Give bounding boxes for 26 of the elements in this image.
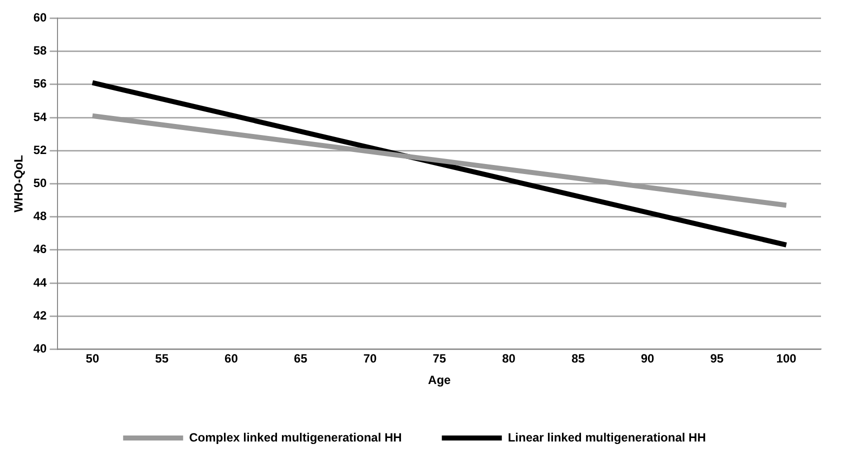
x-axis-title: Age	[428, 373, 452, 388]
legend-label: Complex linked multigenerational HH	[189, 430, 402, 444]
y-tick-label: 60	[33, 10, 48, 25]
x-tick-label: 50	[86, 352, 100, 366]
y-tick-label: 48	[33, 209, 48, 224]
y-axis-title: WHO-QoL	[12, 155, 26, 212]
x-tick-label: 85	[571, 352, 586, 366]
x-tick-label: 90	[640, 352, 655, 366]
x-tick-label: 75	[432, 352, 446, 366]
x-tick-label: 95	[710, 352, 724, 366]
y-tick-label: 52	[33, 142, 48, 157]
y-tick-label: 58	[33, 44, 48, 58]
legend-label: Linear linked multigenerational HH	[508, 430, 706, 444]
y-tick-label: 44	[33, 275, 48, 290]
y-tick-label: 46	[33, 242, 48, 256]
y-tick-label: 40	[33, 342, 48, 356]
y-tick-label: 42	[33, 308, 48, 322]
x-tick-label: 70	[363, 352, 377, 366]
x-tick-label: 65	[294, 352, 308, 366]
y-tick-label: 50	[33, 176, 48, 190]
x-tick-label: 55	[155, 352, 169, 366]
x-tick-label: 100	[776, 352, 797, 366]
y-tick-label: 56	[33, 76, 48, 91]
x-tick-label: 60	[224, 352, 238, 366]
x-tick-label: 80	[502, 352, 516, 366]
y-tick-label: 54	[33, 110, 48, 124]
